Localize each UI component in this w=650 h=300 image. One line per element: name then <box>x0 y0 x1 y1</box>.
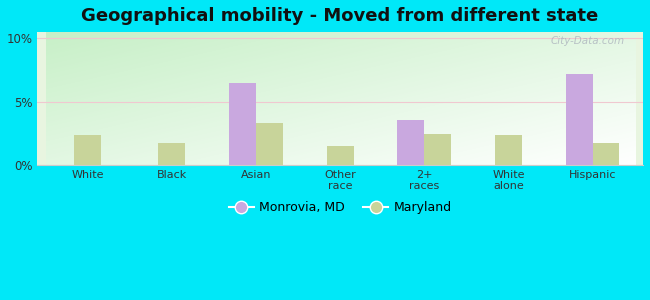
Bar <box>566 74 593 165</box>
Bar <box>397 120 424 165</box>
Bar <box>326 146 354 165</box>
Bar <box>159 142 185 165</box>
Bar <box>495 135 522 165</box>
Legend: Monrovia, MD, Maryland: Monrovia, MD, Maryland <box>224 196 456 219</box>
Bar <box>424 134 451 165</box>
Bar <box>256 124 283 165</box>
Title: Geographical mobility - Moved from different state: Geographical mobility - Moved from diffe… <box>81 7 599 25</box>
Text: City-Data.com: City-Data.com <box>551 36 625 46</box>
Bar <box>229 83 256 165</box>
Bar <box>593 142 619 165</box>
Bar <box>74 135 101 165</box>
